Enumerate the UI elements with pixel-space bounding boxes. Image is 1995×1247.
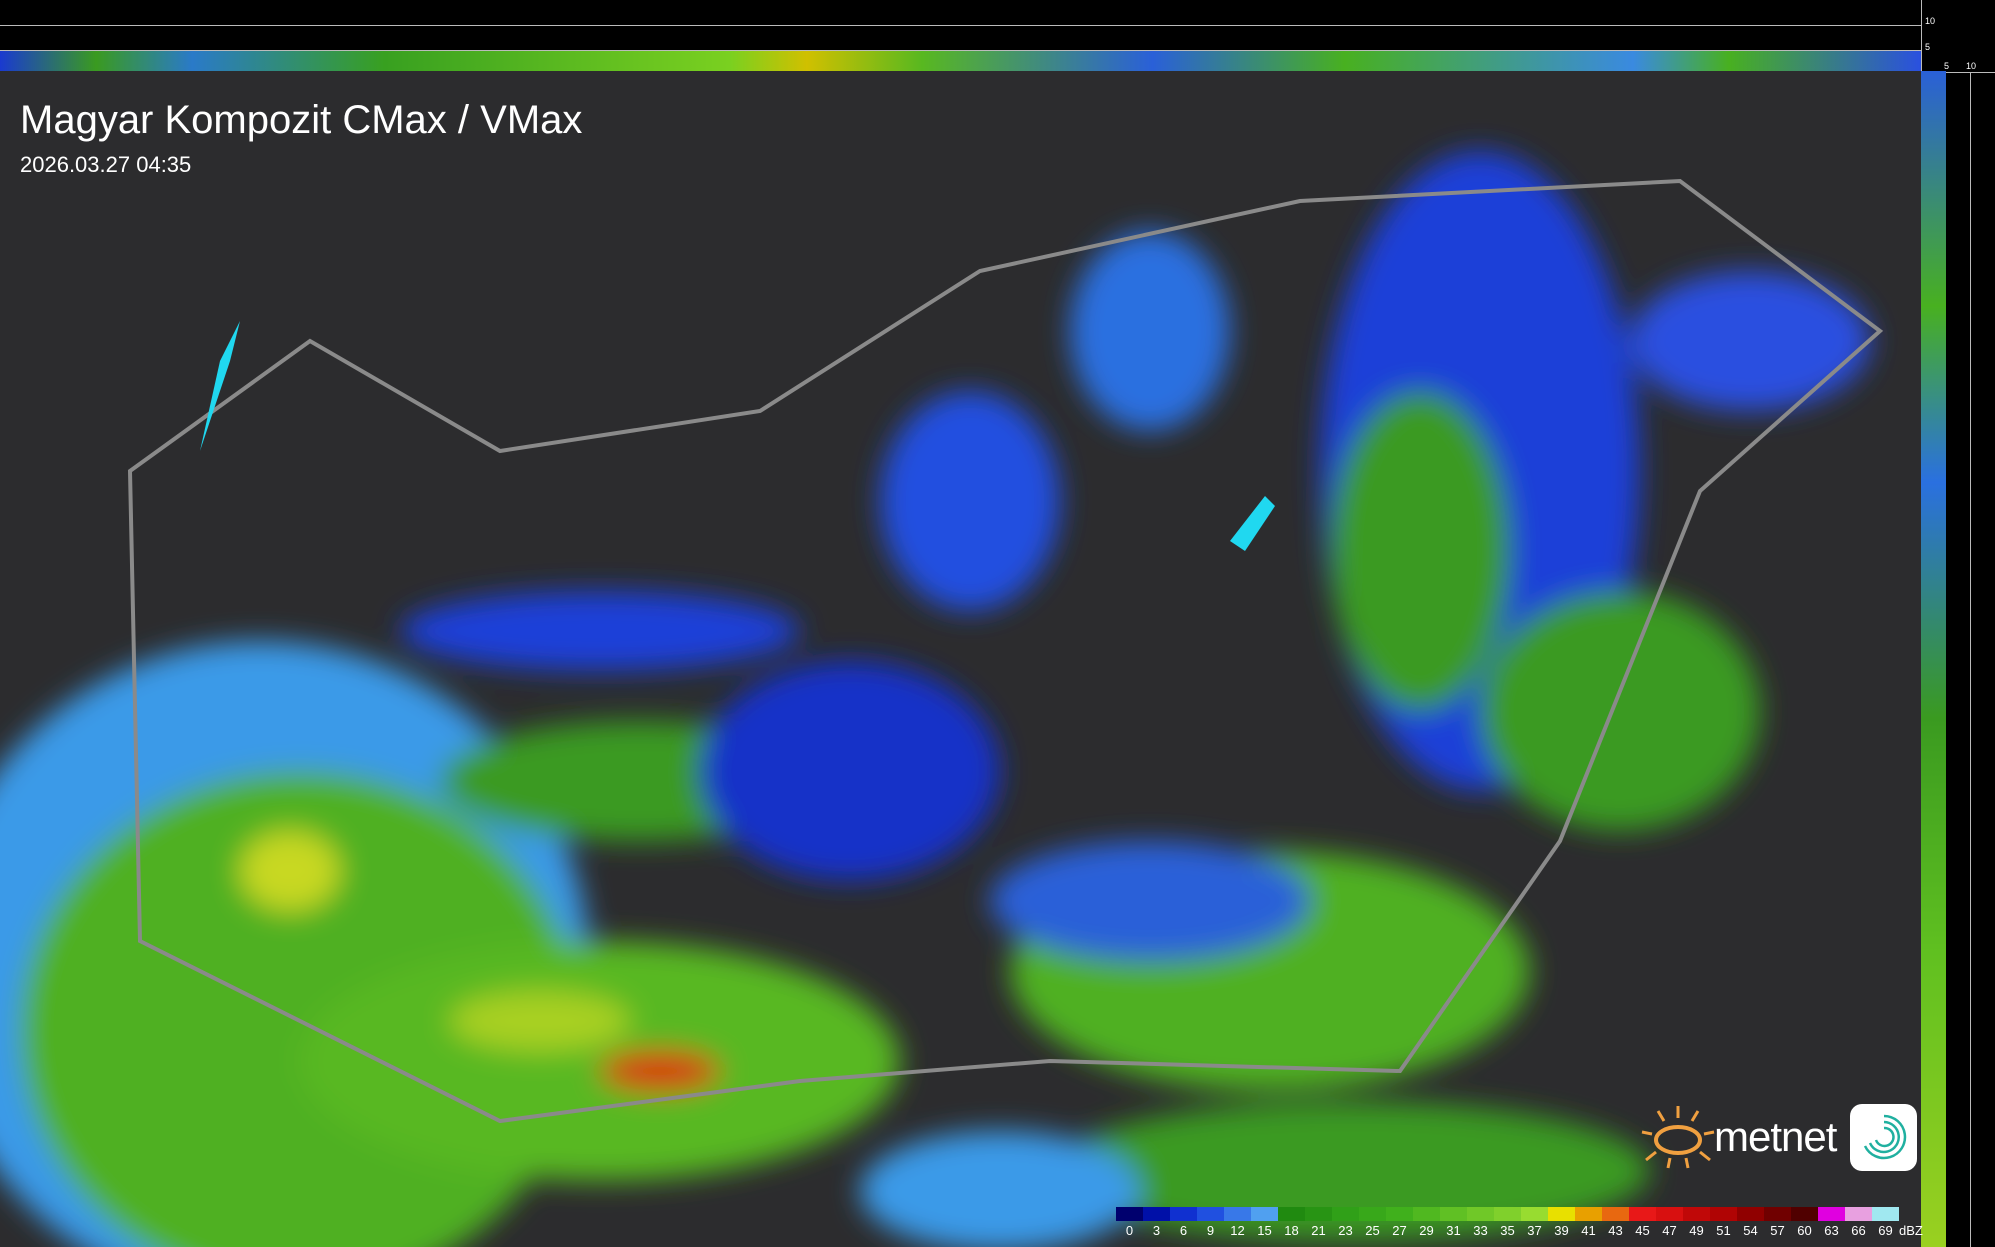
legend-swatch	[1764, 1207, 1791, 1221]
legend-swatch	[1710, 1207, 1737, 1221]
legend-label: 29	[1419, 1223, 1434, 1238]
legend-swatch	[1656, 1207, 1683, 1221]
legend-label: 43	[1608, 1223, 1623, 1238]
legend-label: 12	[1230, 1223, 1245, 1238]
legend-swatch	[1791, 1207, 1818, 1221]
legend-label: 57	[1770, 1223, 1785, 1238]
profile-gridline	[0, 50, 1921, 51]
legend-label: 33	[1473, 1223, 1488, 1238]
legend-swatch	[1494, 1207, 1521, 1221]
legend-swatch	[1629, 1207, 1656, 1221]
profile-gridline	[0, 25, 1921, 26]
legend-label: 66	[1851, 1223, 1866, 1238]
legend-unit: dBZ	[1899, 1223, 1923, 1238]
legend-label: 41	[1581, 1223, 1596, 1238]
legend-label: 3	[1152, 1223, 1161, 1238]
legend-label: 69	[1878, 1223, 1893, 1238]
app-icon	[1850, 1103, 1918, 1171]
legend-swatch	[1872, 1207, 1899, 1221]
profile-gridline	[1970, 72, 1971, 1247]
legend-swatch	[1143, 1207, 1170, 1221]
map-title: Magyar Kompozit CMax / VMax	[20, 98, 583, 142]
legend-swatch	[1521, 1207, 1548, 1221]
legend-swatch	[1305, 1207, 1332, 1221]
legend-swatch	[1413, 1207, 1440, 1221]
legend-swatch	[1224, 1207, 1251, 1221]
legend-label: 31	[1446, 1223, 1461, 1238]
legend-label: 49	[1689, 1223, 1704, 1238]
legend-labels: 0 3 6 9 12 15 18 21 23 25 27 29 31 33 35 37 39 41 43 45 47 49…	[1116, 1223, 1923, 1238]
country-border	[127, 178, 1884, 1124]
legend-swatch	[1845, 1207, 1872, 1221]
legend-swatch	[1737, 1207, 1764, 1221]
profile-strip-top	[0, 51, 1921, 71]
legend-swatch	[1467, 1207, 1494, 1221]
axis-tick-label: 5	[1944, 61, 1950, 71]
radar-echo-layer	[0, 151, 1884, 1247]
legend-label: 63	[1824, 1223, 1839, 1238]
legend-label: 27	[1392, 1223, 1407, 1238]
legend-label: 47	[1662, 1223, 1677, 1238]
metnet-logo: metnet	[1638, 1102, 1918, 1172]
legend-swatch	[1548, 1207, 1575, 1221]
legend-swatch	[1332, 1207, 1359, 1221]
legend-label: 51	[1716, 1223, 1731, 1238]
radar-map[interactable]	[0, 71, 1921, 1247]
lake	[200, 321, 240, 451]
legend-swatch	[1170, 1207, 1197, 1221]
swirl-icon	[1863, 1114, 1907, 1160]
axis-tick-label: 10	[1925, 16, 1936, 26]
legend-label: 15	[1257, 1223, 1272, 1238]
axis-tick-label: 5	[1925, 42, 1931, 52]
axis-tick-label: 10	[1966, 61, 1977, 71]
legend-swatch	[1197, 1207, 1224, 1221]
legend-swatch	[1683, 1207, 1710, 1221]
legend-swatch	[1359, 1207, 1386, 1221]
legend-label: 37	[1527, 1223, 1542, 1238]
legend-swatch	[1116, 1207, 1143, 1221]
legend-label: 39	[1554, 1223, 1569, 1238]
legend-label: 21	[1311, 1223, 1326, 1238]
legend-swatch	[1278, 1207, 1305, 1221]
legend-label: 60	[1797, 1223, 1812, 1238]
legend-swatch	[1575, 1207, 1602, 1221]
legend-swatch	[1602, 1207, 1629, 1221]
logo-text: metnet	[1714, 1113, 1837, 1160]
legend-label: 23	[1338, 1223, 1353, 1238]
legend-label: 54	[1743, 1223, 1758, 1238]
profile-strip-right	[1921, 71, 1946, 1247]
legend-swatch	[1818, 1207, 1845, 1221]
legend-label: 25	[1365, 1223, 1380, 1238]
legend-label: 18	[1284, 1223, 1299, 1238]
map-timestamp: 2026.03.27 04:35	[20, 152, 192, 177]
precipitation-echoes	[0, 151, 1870, 1247]
legend-label: 0	[1125, 1223, 1134, 1238]
legend-swatch	[1251, 1207, 1278, 1221]
legend-swatch	[1440, 1207, 1467, 1221]
lake	[1230, 496, 1275, 551]
legend-label: 35	[1500, 1223, 1515, 1238]
color-legend	[1116, 1207, 1899, 1221]
legend-label: 9	[1206, 1223, 1215, 1238]
legend-swatch	[1386, 1207, 1413, 1221]
legend-label: 6	[1179, 1223, 1188, 1238]
sun-icon	[1641, 1106, 1715, 1169]
legend-label: 45	[1635, 1223, 1650, 1238]
